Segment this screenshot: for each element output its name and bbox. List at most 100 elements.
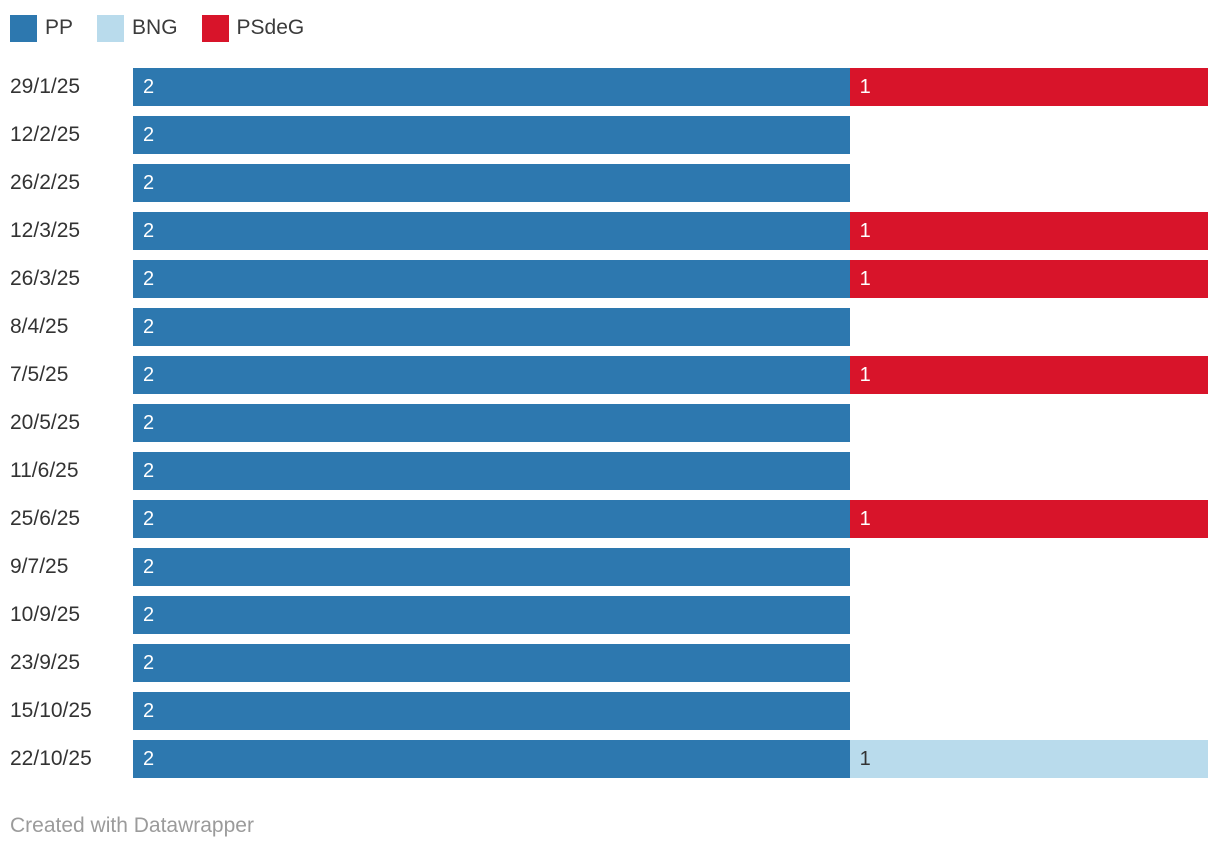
bar-value-label: 1	[859, 748, 871, 770]
bar-segment-psdeg: 1	[849, 260, 1208, 298]
legend-item-bng: BNG	[97, 14, 178, 42]
bar-row: 15/10/25 2	[0, 692, 1220, 730]
bar-segment-pp: 2	[133, 164, 850, 202]
bar-row: 7/5/25 2 1	[0, 356, 1220, 394]
legend-item-pp: PP	[10, 14, 74, 42]
legend-swatch-icon	[201, 14, 229, 42]
category-label: 8/4/25	[10, 315, 69, 338]
category-label: 25/6/25	[10, 507, 81, 530]
bar-track: 2	[133, 644, 1208, 682]
category-label: 11/6/25	[10, 459, 79, 482]
bar-segment-pp: 2	[133, 500, 850, 538]
bar-segment-pp: 2	[133, 740, 850, 778]
category-label: 10/9/25	[10, 603, 81, 626]
bar-segment-pp: 2	[133, 356, 850, 394]
datawrapper-attribution-link[interactable]: Created with Datawrapper	[10, 814, 254, 837]
legend-label: PSdeG	[236, 16, 305, 39]
bar-segment-psdeg: 1	[849, 68, 1208, 106]
bar-value-label: 2	[143, 412, 155, 434]
category-label: 9/7/25	[10, 555, 69, 578]
bar-value-label: 2	[143, 220, 155, 242]
bar-value-label: 2	[143, 652, 155, 674]
bar-track: 2	[133, 404, 1208, 442]
bar-segment-pp: 2	[133, 644, 850, 682]
bar-segment-pp: 2	[133, 308, 850, 346]
bar-value-label: 2	[143, 268, 155, 290]
bar-value-label: 2	[143, 124, 155, 146]
bar-track: 2	[133, 116, 1208, 154]
bar-value-label: 1	[859, 268, 871, 290]
legend: PP BNG PSdeG	[0, 14, 1220, 42]
legend-item-psdeg: PSdeG	[201, 14, 305, 42]
category-label: 7/5/25	[10, 363, 69, 386]
bar-value-label: 1	[859, 76, 871, 98]
bar-row: 26/3/25 2 1	[0, 260, 1220, 298]
bar-segment-pp: 2	[133, 260, 850, 298]
bar-track: 2	[133, 452, 1208, 490]
legend-swatch-icon	[10, 14, 37, 42]
legend-swatch-icon	[97, 14, 125, 42]
bar-segment-pp: 2	[133, 548, 850, 586]
bar-value-label: 1	[859, 364, 871, 386]
bar-value-label: 2	[143, 556, 155, 578]
bar-value-label: 2	[143, 748, 155, 770]
category-label: 15/10/25	[10, 699, 92, 722]
bar-segment-pp: 2	[133, 692, 850, 730]
category-label: 26/2/25	[10, 171, 81, 194]
chart-footer: Created with Datawrapper	[0, 814, 1220, 838]
bar-row: 25/6/25 2 1	[0, 500, 1220, 538]
bar-value-label: 1	[859, 220, 871, 242]
bar-segment-psdeg: 1	[849, 212, 1208, 250]
bar-segment-pp: 2	[133, 404, 850, 442]
bar-segment-pp: 2	[133, 452, 850, 490]
category-label: 22/10/25	[10, 747, 92, 770]
bar-track: 2	[133, 548, 1208, 586]
bar-row: 29/1/25 2 1	[0, 68, 1220, 106]
bar-row: 20/5/25 2	[0, 404, 1220, 442]
bar-segment-pp: 2	[133, 212, 850, 250]
bar-track: 2	[133, 596, 1208, 634]
category-label: 12/3/25	[10, 219, 81, 242]
bar-row: 11/6/25 2	[0, 452, 1220, 490]
bar-row: 10/9/25 2	[0, 596, 1220, 634]
category-label: 12/2/25	[10, 123, 81, 146]
bar-value-label: 2	[143, 364, 155, 386]
bar-segment-bng: 1	[849, 740, 1208, 778]
bar-track: 2	[133, 692, 1208, 730]
category-label: 26/3/25	[10, 267, 81, 290]
bar-value-label: 2	[143, 508, 155, 530]
category-label: 29/1/25	[10, 75, 81, 98]
bar-row: 26/2/25 2	[0, 164, 1220, 202]
bar-row: 23/9/25 2	[0, 644, 1220, 682]
legend-label: BNG	[132, 16, 178, 39]
bar-value-label: 2	[143, 316, 155, 338]
bar-value-label: 2	[143, 460, 155, 482]
bar-value-label: 2	[143, 604, 155, 626]
bar-row: 12/3/25 2 1	[0, 212, 1220, 250]
bar-value-label: 2	[143, 76, 155, 98]
bar-segment-psdeg: 1	[849, 500, 1208, 538]
legend-label: PP	[45, 16, 74, 39]
category-label: 20/5/25	[10, 411, 81, 434]
bar-value-label: 2	[143, 700, 155, 722]
bar-row: 8/4/25 2	[0, 308, 1220, 346]
bar-segment-pp: 2	[133, 596, 850, 634]
bar-segment-pp: 2	[133, 116, 850, 154]
bar-track: 2	[133, 164, 1208, 202]
bar-row: 22/10/25 2 1	[0, 740, 1220, 778]
bar-track: 2	[133, 308, 1208, 346]
stacked-bar-chart: 29/1/25 2 1 12/2/25 2 26/2/25 2 12/3/25 2 1 26/3/2…	[0, 68, 1220, 778]
bar-segment-pp: 2	[133, 68, 850, 106]
bar-row: 12/2/25 2	[0, 116, 1220, 154]
bar-value-label: 1	[859, 508, 871, 530]
category-label: 23/9/25	[10, 651, 81, 674]
bar-row: 9/7/25 2	[0, 548, 1220, 586]
bar-value-label: 2	[143, 172, 155, 194]
bar-segment-psdeg: 1	[849, 356, 1208, 394]
